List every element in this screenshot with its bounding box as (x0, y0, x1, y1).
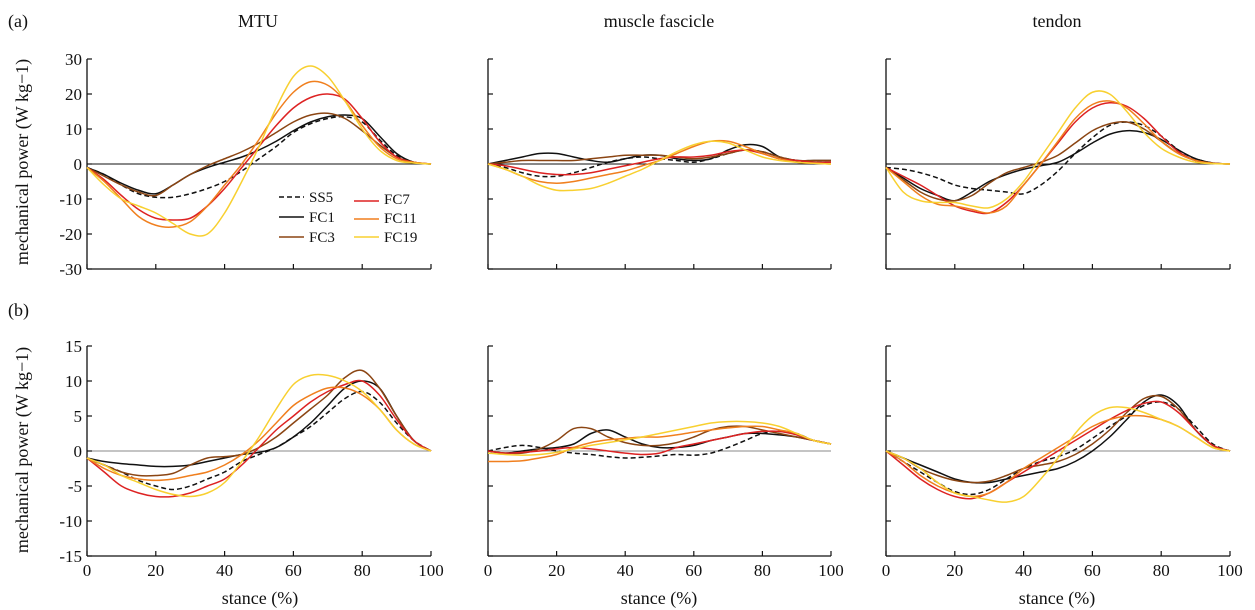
y-tick-label-a0-3: 0 (74, 155, 83, 174)
y-tick-label-b0-6: 15 (65, 337, 82, 356)
series-line-fc3-a0 (86, 112, 432, 197)
x-tick-label-b2-3: 60 (1084, 561, 1101, 580)
x-tick-label-b0-3: 60 (285, 561, 302, 580)
column-title-tendon: tendon (1033, 11, 1082, 31)
series-line-fc3-b0 (86, 369, 432, 477)
x-tick-label-b2-4: 80 (1153, 561, 1170, 580)
series-line-fc19-b1 (487, 420, 832, 456)
chart-b-col1: 0 20 40 60 80 100 (484, 345, 844, 580)
series-line-fc11-a1 (487, 139, 832, 184)
chart-a-muscle-fascicle (487, 58, 832, 270)
chart-b-col2: 0 20 40 60 80 100 (882, 345, 1243, 580)
panel-label-a: (a) (8, 11, 28, 32)
legend-label-fc7: FC7 (384, 192, 410, 208)
legend-label-ss5: SS5 (309, 190, 333, 206)
y-tick-label-a0-2: -10 (59, 190, 82, 209)
series-line-fc19-a2 (885, 90, 1231, 209)
y-tick-label-a0-5: 20 (65, 85, 82, 104)
x-tick-label-b1-0: 0 (484, 561, 493, 580)
chart-b-col0: -15 -10 -5 0 5 10 15 0 20 40 60 80 100 (59, 337, 443, 580)
legend: SS5 FC1 FC3 FC7 FC11 FC19 (279, 190, 417, 246)
column-title-mtu: MTU (238, 11, 278, 31)
series-line-fc3-a1 (487, 149, 831, 165)
y-tick-label-a0-0: -30 (59, 260, 82, 279)
series-line-fc19-a0 (86, 65, 432, 237)
y-tick-label-b0-0: -15 (59, 547, 82, 566)
y-tick-label-b0-1: -10 (59, 512, 82, 531)
x-tick-label-b2-1: 20 (946, 561, 963, 580)
series-line-fc7-a2 (885, 101, 1231, 215)
x-tick-label-b1-2: 40 (617, 561, 634, 580)
series-line-fc1-b0 (86, 380, 432, 468)
x-tick-label-b0-0: 0 (83, 561, 92, 580)
series-line-fc19-a1 (487, 140, 832, 192)
series-line-fc1-b1 (487, 429, 832, 454)
x-tick-label-b1-4: 80 (754, 561, 771, 580)
series-line-ss5-a0 (86, 115, 432, 199)
series-line-fc7-b2 (885, 400, 1231, 500)
series-line-fc19-b0 (86, 373, 432, 498)
x-tick-label-b0-5: 100 (418, 561, 444, 580)
series-line-fc11-a0 (86, 80, 432, 228)
x-tick-label-b0-4: 80 (354, 561, 371, 580)
x-tick-label-b1-5: 100 (818, 561, 844, 580)
x-tick-label-b2-2: 40 (1015, 561, 1032, 580)
series-line-fc11-a2 (885, 100, 1231, 214)
y-tick-label-a0-4: 10 (65, 120, 82, 139)
series-line-fc3-b2 (885, 394, 1231, 484)
chart-a-mtu: -30 -20 -10 0 10 20 30 (59, 50, 432, 279)
series-line-fc1-b2 (885, 394, 1231, 484)
y-tick-label-b0-2: -5 (68, 477, 82, 496)
y-axis-title-a: mechanical power (W kg−1) (12, 59, 33, 265)
y-tick-label-a0-6: 30 (65, 50, 82, 69)
legend-label-fc19: FC19 (384, 230, 417, 246)
y-axis-title-b: mechanical power (W kg−1) (12, 347, 33, 553)
y-tick-label-b0-5: 10 (65, 372, 82, 391)
x-tick-label-b0-2: 40 (216, 561, 233, 580)
series-line-ss5-b0 (86, 390, 432, 491)
series-line-fc11-b1 (487, 425, 832, 463)
plots-group: -30 -20 -10 0 10 20 30 -15 -10 -5 0 5 10 15 0 20 40 60 80 1… (59, 50, 1242, 580)
legend-label-fc11: FC11 (384, 211, 417, 227)
x-tick-label-b1-1: 20 (548, 561, 565, 580)
x-tick-label-b2-0: 0 (882, 561, 891, 580)
x-tick-label-b1-3: 60 (685, 561, 702, 580)
y-tick-label-a0-1: -20 (59, 225, 82, 244)
panel-label-b: (b) (8, 300, 29, 321)
series-line-fc7-a0 (86, 93, 432, 221)
x-axis-title-mtu: stance (%) (222, 588, 298, 609)
legend-label-fc3: FC3 (309, 230, 335, 246)
legend-label-fc1: FC1 (309, 210, 335, 226)
series-line-fc7-b0 (86, 379, 432, 498)
y-tick-label-b0-3: 0 (74, 442, 83, 461)
chart-a-tendon (885, 58, 1231, 270)
x-axis-title-muscle-fascicle: stance (%) (621, 588, 697, 609)
y-tick-label-b0-4: 5 (74, 407, 83, 426)
x-tick-label-b2-5: 100 (1217, 561, 1243, 580)
series-line-fc7-b1 (487, 430, 832, 456)
series-line-fc19-b2 (885, 406, 1231, 503)
series-line-fc11-b0 (86, 386, 432, 482)
x-axis-title-tendon: stance (%) (1019, 588, 1095, 609)
series-line-fc3-b1 (487, 425, 832, 455)
column-title-muscle-fascicle: muscle fascicle (604, 11, 714, 31)
x-tick-label-b0-1: 20 (147, 561, 164, 580)
series-line-fc1-a0 (86, 114, 432, 195)
